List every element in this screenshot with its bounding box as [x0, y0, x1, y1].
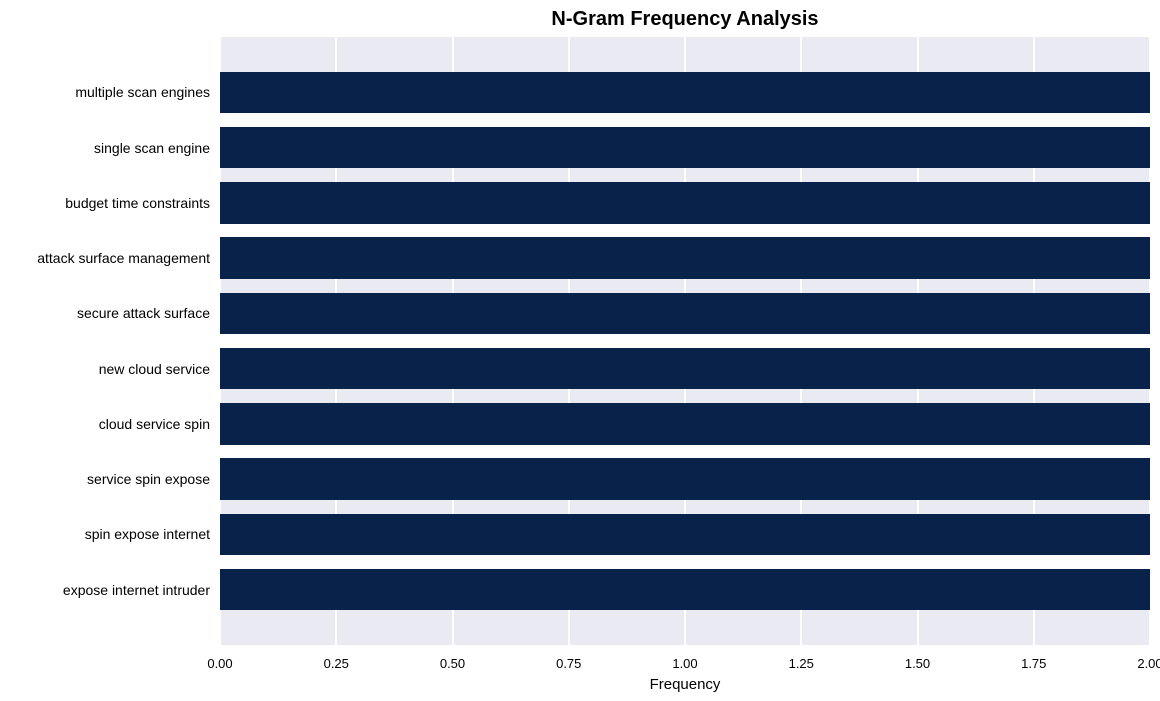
- y-tick-label: multiple scan engines: [0, 84, 210, 100]
- bar: [220, 403, 1150, 444]
- bar: [220, 182, 1150, 223]
- x-tick-label: 0.75: [556, 656, 581, 671]
- x-axis-label: Frequency: [650, 676, 721, 693]
- x-tick-label: 0.00: [207, 656, 232, 671]
- y-tick-label: budget time constraints: [0, 195, 210, 211]
- x-tick-label: 0.50: [440, 656, 465, 671]
- bar: [220, 72, 1150, 113]
- y-tick-label: cloud service spin: [0, 416, 210, 432]
- x-tick-label: 2.00: [1137, 656, 1160, 671]
- plot-area: [220, 37, 1150, 645]
- x-tick-label: 1.00: [672, 656, 697, 671]
- y-tick-label: spin expose internet: [0, 526, 210, 542]
- y-tick-label: secure attack surface: [0, 305, 210, 321]
- x-tick-label: 0.25: [324, 656, 349, 671]
- bar: [220, 237, 1150, 278]
- bar: [220, 293, 1150, 334]
- chart-title: N-Gram Frequency Analysis: [551, 8, 818, 31]
- ngram-frequency-chart: N-Gram Frequency Analysis multiple scan …: [0, 0, 1160, 701]
- bar: [220, 348, 1150, 389]
- x-tick-label: 1.25: [789, 656, 814, 671]
- bar: [220, 569, 1150, 610]
- y-tick-label: service spin expose: [0, 471, 210, 487]
- x-tick-label: 1.75: [1021, 656, 1046, 671]
- y-tick-label: attack surface management: [0, 250, 210, 266]
- bar: [220, 514, 1150, 555]
- bar: [220, 458, 1150, 499]
- y-tick-label: expose internet intruder: [0, 582, 210, 598]
- y-tick-label: new cloud service: [0, 361, 210, 377]
- bar: [220, 127, 1150, 168]
- y-tick-label: single scan engine: [0, 140, 210, 156]
- x-tick-label: 1.50: [905, 656, 930, 671]
